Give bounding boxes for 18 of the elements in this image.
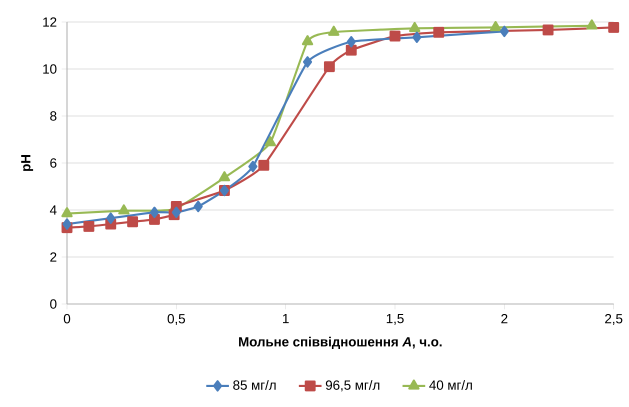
x-tick-label: 0 [64, 314, 70, 324]
x-tick-label: 2,5 [605, 314, 622, 325]
y-tick-label: 8 [50, 111, 56, 121]
y-tick-label: 4 [50, 205, 57, 215]
x-axis-title: Мольне співвідношення A, ч.о. [239, 336, 442, 350]
y-tick-label: 10 [43, 64, 56, 74]
legend-label: 96,5 мг/л [326, 380, 380, 392]
y-tick-label: 6 [50, 158, 56, 168]
legend-label: 40 мг/л [429, 380, 472, 390]
y-tick-label: 12 [43, 17, 56, 27]
x-tick-label: 1,5 [386, 314, 404, 325]
legend-label: 85 мг/л [233, 380, 276, 390]
y-axis-title: pH [21, 155, 34, 171]
x-tick-label: 0,5 [168, 314, 186, 325]
x-tick-label: 2 [501, 314, 508, 324]
x-tick-label: 1 [282, 314, 289, 324]
y-tick-label: 0 [50, 299, 56, 309]
y-tick-label: 2 [50, 252, 56, 262]
